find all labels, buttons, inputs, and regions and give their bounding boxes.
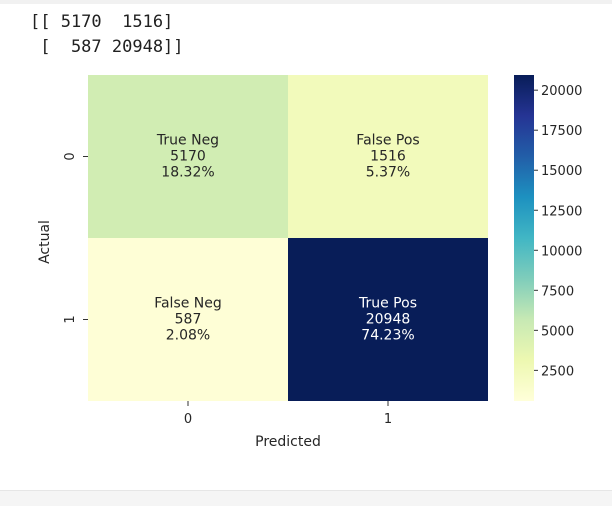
heatmap-cell-3	[288, 238, 488, 401]
cell-top-divider	[0, 0, 612, 4]
x-tick-label-1: 1	[384, 412, 392, 427]
colorbar-tick-label-3: 10000	[541, 244, 582, 259]
cell-count-label-3: 20948	[366, 312, 411, 328]
colorbar-tick-label-0: 2500	[541, 364, 574, 379]
colorbar-tick-label-6: 17500	[541, 124, 582, 139]
cell-name-label-2: False Neg	[154, 296, 222, 312]
y-tick-label-0: 0	[63, 152, 78, 160]
y-axis: 01	[63, 152, 88, 324]
cell-name-label-3: True Pos	[358, 296, 417, 312]
cell-count-label-1: 1516	[370, 149, 406, 165]
colorbar-tick-label-1: 5000	[541, 324, 574, 339]
output-line-1: [[ 5170 1516]	[30, 12, 174, 32]
y-tick-label-1: 1	[63, 315, 78, 323]
cell-count-label-0: 5170	[170, 149, 206, 165]
cell-name-label-1: False Pos	[356, 133, 419, 149]
output-line-2: [ 587 20948]]	[30, 37, 184, 57]
heatmap-cell-1	[288, 75, 488, 238]
heatmap-cell-0	[88, 75, 288, 238]
cell-output-text: [[ 5170 1516] [ 587 20948]]	[30, 10, 184, 60]
cell-bottom-divider	[0, 490, 612, 506]
cell-count-label-2: 587	[175, 312, 202, 328]
cell-percent-label-3: 74.23%	[361, 328, 414, 344]
cell-percent-label-0: 18.32%	[161, 165, 214, 181]
cell-percent-label-1: 5.37%	[366, 165, 410, 181]
cell-name-label-0: True Neg	[156, 133, 219, 149]
colorbar-gradient	[514, 75, 534, 401]
colorbar: 2500 5000 7500 10000 12500 15000 17500 20000	[514, 75, 582, 401]
colorbar-tick-label-7: 20000	[541, 84, 582, 99]
y-axis-label: Actual	[37, 220, 53, 264]
colorbar-tick-label-4: 12500	[541, 204, 582, 219]
colorbar-tick-label-2: 7500	[541, 284, 574, 299]
heatmap-cell-2	[88, 238, 288, 401]
colorbar-tick-label-5: 15000	[541, 164, 582, 179]
x-tick-label-0: 0	[184, 412, 192, 427]
cell-percent-label-2: 2.08%	[166, 328, 210, 344]
x-axis-label: Predicted	[255, 434, 321, 450]
